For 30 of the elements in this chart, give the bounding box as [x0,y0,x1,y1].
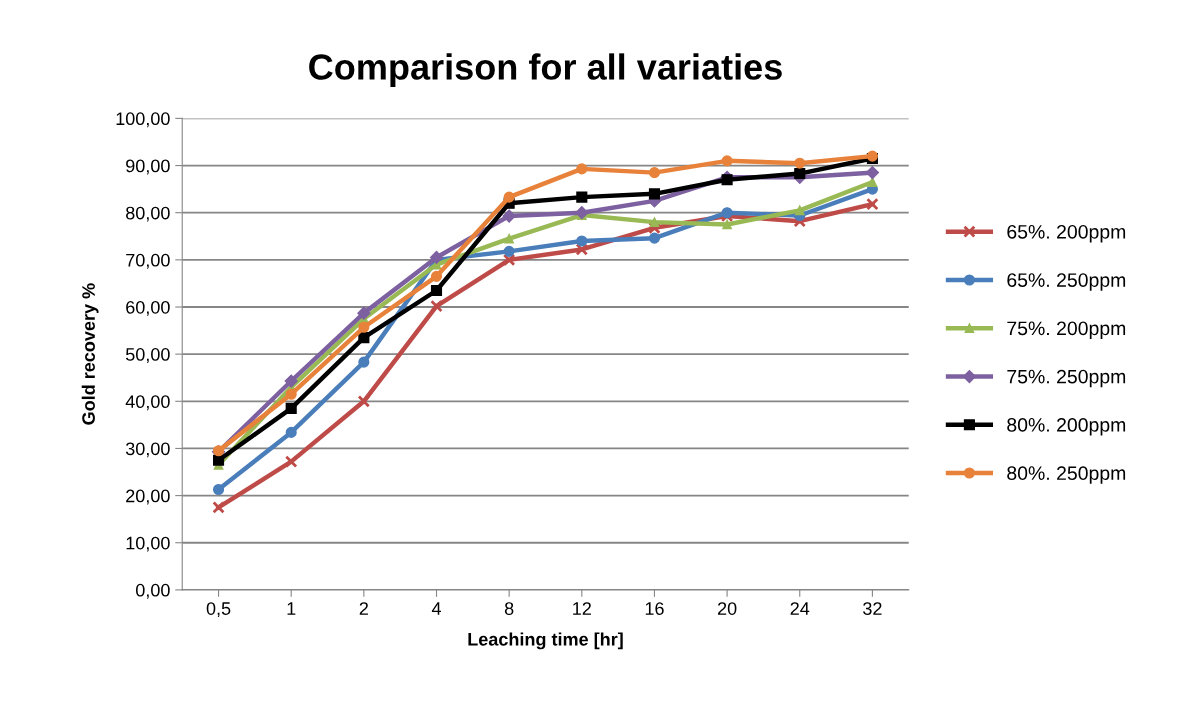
x-tick-label: 8 [504,602,514,615]
y-tick-label: 70,00 [126,253,170,269]
chart-title: Comparison for all variaties [309,53,782,88]
x-axis-title: Leaching time [hr] [468,632,623,650]
y-tick-label: 10,00 [126,536,170,552]
x-tick-label: 16 [645,602,664,615]
y-tick-label: 80,00 [126,206,170,222]
legend-label: 65%. 200ppm [1007,224,1126,243]
x-tick-label: 1 [287,602,296,615]
legend-label: 80%. 200ppm [1007,417,1126,436]
y-tick-label: 30,00 [125,442,170,458]
y-tick-label: 60,00 [126,300,170,316]
x-tick-label: 12 [573,602,591,615]
y-tick-label: 100,00 [116,112,170,128]
x-tick-label: 32 [863,602,882,615]
legend-label: 75%. 200ppm [1007,321,1126,340]
y-tick-label: 20,00 [126,489,170,505]
y-tick-label: 0,00 [135,583,170,599]
legend-label: 65%. 250ppm [1007,273,1126,291]
y-axis-title: Gold recovery % [81,283,99,425]
x-tick-label: 2 [359,602,368,615]
x-tick-label: 4 [431,602,441,615]
y-tick-label: 90,00 [126,159,170,175]
legend-label: 80%. 250ppm [1007,466,1126,484]
x-tick-label: 20 [717,602,737,615]
x-tick-label: 0,5 [206,602,231,618]
y-tick-label: 50,00 [125,348,170,363]
x-tick-label: 24 [790,602,810,615]
legend-label: 75%. 250ppm [1007,369,1126,388]
y-tick-label: 40,00 [125,395,170,411]
